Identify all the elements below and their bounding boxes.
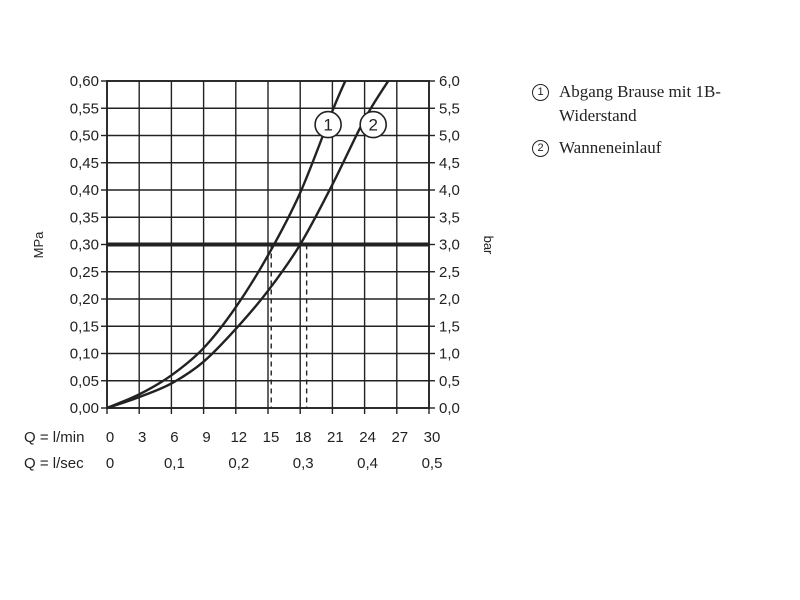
- x-lsec-tick-label: 0,4: [357, 455, 378, 472]
- x-lmin-tick-label: 12: [230, 429, 247, 446]
- x-lmin-tick-label: 15: [263, 429, 280, 446]
- y-right-tick-label: 5,0: [439, 128, 460, 145]
- y-left-tick-label: 0,55: [70, 100, 99, 117]
- y-right-tick-label: 4,5: [439, 155, 460, 172]
- x-lmin-tick-label: 0: [106, 429, 114, 446]
- y-right-tick-label: 6,0: [439, 73, 460, 90]
- x-lmin-tick-label: 24: [359, 429, 376, 446]
- x-lsec-tick-label: 0,1: [164, 455, 185, 472]
- y-left-tick-label: 0,20: [70, 291, 99, 308]
- y-left-tick-label: 0,15: [70, 318, 99, 335]
- x-lmin-tick-label: 18: [295, 429, 312, 446]
- y-left-tick-label: 0,60: [70, 73, 99, 90]
- y-right-tick-label: 1,5: [439, 318, 460, 335]
- y-left-tick-label: 0,05: [70, 373, 99, 390]
- x-lmin-axis-title: Q = l/min: [24, 429, 84, 446]
- x-lsec-axis-title: Q = l/sec: [24, 455, 84, 472]
- legend-item-1: 1 Abgang Brause mit 1B-Widerstand: [530, 80, 790, 128]
- y-right-tick-label: 3,5: [439, 209, 460, 226]
- y-right-tick-label: 5,5: [439, 100, 460, 117]
- legend-marker-1: 1: [532, 84, 549, 101]
- x-lsec-tick-label: 0: [106, 455, 114, 472]
- legend-item-2: 2 Wanneneinlauf: [530, 136, 790, 160]
- y-left-axis-title: MPa: [31, 231, 46, 259]
- legend-label-2: Wanneneinlauf: [559, 138, 662, 157]
- x-lmin-tick-label: 27: [391, 429, 408, 446]
- x-lmin-tick-label: 30: [424, 429, 441, 446]
- x-lmin-tick-label: 6: [170, 429, 178, 446]
- y-right-tick-label: 2,5: [439, 264, 460, 281]
- series-marker-circle-1: [314, 110, 342, 139]
- y-right-axis-title: bar: [481, 236, 496, 255]
- x-lmin-tick-label: 9: [202, 429, 210, 446]
- y-right-tick-label: 2,0: [439, 291, 460, 308]
- series-curve-2: [106, 80, 390, 410]
- y-right-tick-label: 0,5: [439, 373, 460, 390]
- x-lmin-tick-label: 21: [327, 429, 344, 446]
- y-right-tick-label: 4,0: [439, 182, 460, 199]
- series-marker-circle-2: [359, 110, 387, 139]
- series-marker-label-1: 1: [323, 116, 332, 135]
- chart-ticks: 0,000,050,100,150,200,250,300,350,400,45…: [70, 73, 460, 472]
- y-left-tick-label: 0,35: [70, 209, 99, 226]
- x-lsec-tick-label: 0,3: [293, 455, 314, 472]
- series-marker-label-2: 2: [368, 116, 377, 135]
- y-left-tick-label: 0,45: [70, 155, 99, 172]
- x-lsec-tick-label: 0,5: [422, 455, 443, 472]
- legend-label-1: Abgang Brause mit 1B-Widerstand: [559, 82, 721, 125]
- y-left-tick-label: 0,40: [70, 182, 99, 199]
- y-right-tick-label: 3,0: [439, 237, 460, 254]
- y-left-tick-label: 0,10: [70, 346, 99, 363]
- chart-legend: 1 Abgang Brause mit 1B-Widerstand 2 Wann…: [530, 80, 790, 168]
- y-left-tick-label: 0,25: [70, 264, 99, 281]
- y-right-tick-label: 1,0: [439, 346, 460, 363]
- y-left-tick-label: 0,30: [70, 237, 99, 254]
- x-lmin-tick-label: 3: [138, 429, 146, 446]
- y-left-tick-label: 0,50: [70, 128, 99, 145]
- legend-marker-2: 2: [532, 140, 549, 157]
- y-left-tick-label: 0,00: [70, 400, 99, 417]
- x-lsec-tick-label: 0,2: [228, 455, 249, 472]
- y-right-tick-label: 0,0: [439, 400, 460, 417]
